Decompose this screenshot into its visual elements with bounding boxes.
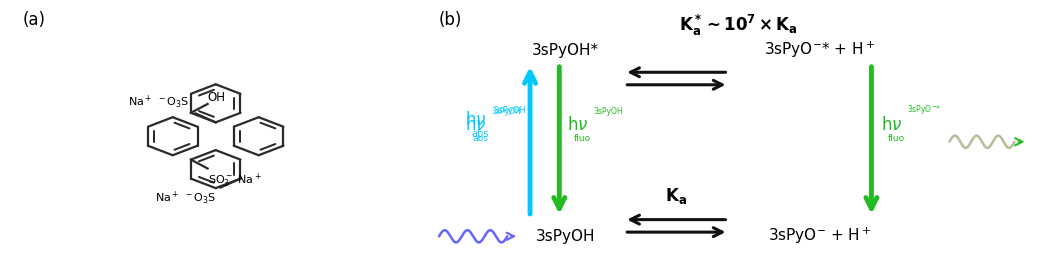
Text: 3sPyO$^{-}$ + H$^+$: 3sPyO$^{-}$ + H$^+$ — [767, 226, 871, 247]
Text: 3sPyOH: 3sPyOH — [536, 229, 596, 244]
Text: h$\nu$: h$\nu$ — [882, 116, 903, 134]
Text: 3sPyO$^{-}$* + H$^+$: 3sPyO$^{-}$* + H$^+$ — [764, 40, 875, 60]
Text: Na$^+$ $^-$O$_3$S: Na$^+$ $^-$O$_3$S — [155, 190, 216, 207]
Text: $\mathbf{K_a}$: $\mathbf{K_a}$ — [665, 186, 688, 206]
Text: (b): (b) — [439, 11, 463, 29]
Text: SO$_3^-$ Na$^+$: SO$_3^-$ Na$^+$ — [207, 171, 262, 190]
Text: abs: abs — [473, 134, 489, 143]
Text: 3sPyOH*: 3sPyOH* — [532, 43, 599, 58]
Text: h$\nu$: h$\nu$ — [465, 111, 487, 129]
Text: 3sPyOH: 3sPyOH — [594, 107, 623, 116]
Text: h$\nu$: h$\nu$ — [465, 116, 487, 134]
Text: h$\nu$: h$\nu$ — [567, 116, 588, 134]
Text: fluo: fluo — [888, 134, 905, 143]
Text: (a): (a) — [23, 11, 46, 29]
Text: Na$^+$ $^-$O$_3$S: Na$^+$ $^-$O$_3$S — [128, 94, 190, 111]
Text: OH: OH — [207, 91, 225, 104]
Text: $\mathbf{K_a^* \sim 10^7 \times K_a}$: $\mathbf{K_a^* \sim 10^7 \times K_a}$ — [678, 13, 798, 38]
Text: 3sPyOH: 3sPyOH — [491, 107, 520, 116]
Text: fluo: fluo — [574, 134, 591, 143]
Text: abs: abs — [471, 129, 489, 139]
Text: 3sPyOH: 3sPyOH — [493, 106, 526, 115]
Text: 3sPyO$^{-}$*: 3sPyO$^{-}$* — [907, 103, 941, 116]
